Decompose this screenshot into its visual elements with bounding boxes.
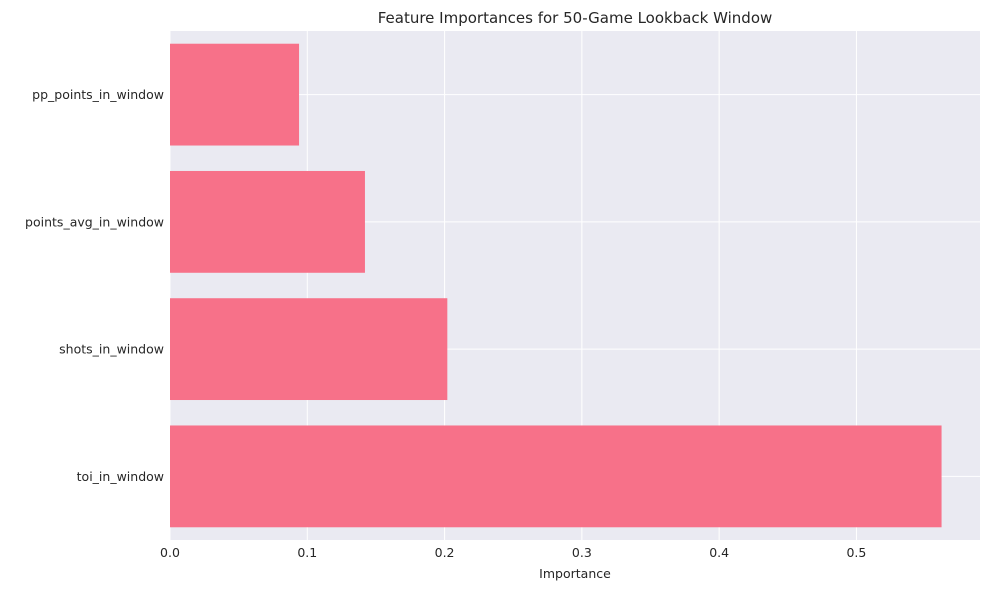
bar-shots-in-window bbox=[170, 298, 448, 401]
x-tick-label: 0.0 bbox=[160, 545, 180, 560]
bar-pp-points-in-window bbox=[170, 43, 300, 146]
y-tick-label: points_avg_in_window bbox=[25, 214, 164, 229]
y-tick-label: toi_in_window bbox=[77, 469, 164, 484]
x-axis-label: Importance bbox=[539, 566, 611, 581]
x-tick-label: 0.2 bbox=[435, 545, 455, 560]
y-axis-category-labels: pp_points_in_window points_avg_in_windows… bbox=[25, 87, 164, 484]
x-tick-label: 0.5 bbox=[846, 545, 866, 560]
bar-points-avg-in-window bbox=[170, 170, 365, 273]
y-tick-label: shots_in_window bbox=[59, 342, 164, 357]
chart-title: Feature Importances for 50-Game Lookback… bbox=[378, 9, 773, 27]
x-tick-label: 0.1 bbox=[297, 545, 317, 560]
bar-toi-in-window bbox=[170, 425, 942, 528]
x-tick-label: 0.3 bbox=[572, 545, 592, 560]
x-tick-label: 0.4 bbox=[709, 545, 729, 560]
y-tick-label: pp_points_in_window bbox=[32, 87, 164, 102]
bar-series bbox=[170, 43, 942, 528]
x-axis-ticks: 0.0 0.1 0.2 0.3 0.4 0.5 bbox=[160, 545, 866, 560]
